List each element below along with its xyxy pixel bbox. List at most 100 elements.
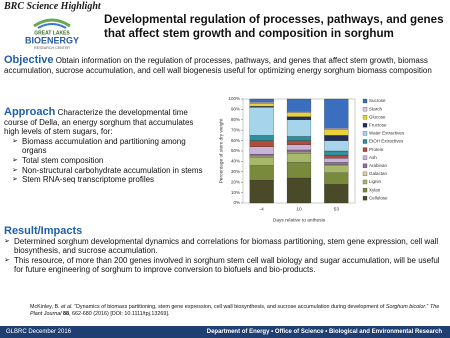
x-tick-label: -4 [260, 206, 265, 212]
bullet: Determined sorghum developmental dynamic… [4, 237, 446, 256]
bar-segment [249, 101, 274, 104]
bar-segment [286, 151, 312, 154]
legend-swatch [362, 187, 368, 193]
y-tick-label: 10% [231, 190, 240, 195]
citation: McKinley, B. et al. “Dynamics of biomass… [30, 304, 446, 317]
bar-segment [249, 107, 274, 136]
objective: Objective Obtain information on the regu… [4, 54, 446, 75]
citation-part: The Plant Journal [30, 304, 440, 317]
legend-label: Starch [369, 106, 383, 111]
bar-segment [249, 140, 274, 147]
legend-label: Sucrose [369, 98, 386, 103]
approach: Approach Characterize the developmental … [4, 106, 204, 185]
citation-part: .” [425, 304, 430, 310]
y-axis-title: Percentage of stem dry weight [218, 118, 224, 183]
x-tick-label: 53 [334, 206, 340, 212]
footer-left: GLBRC December 2016 [6, 329, 72, 335]
legend-swatch [362, 155, 368, 160]
citation-part: 88 [62, 310, 69, 317]
bar-segment [286, 111, 312, 113]
legend-swatch [362, 139, 368, 144]
legend-swatch [362, 131, 368, 136]
bar-segment [324, 184, 349, 204]
footer: GLBRC December 2016 Department of Energy… [0, 326, 450, 338]
bar-segment [324, 158, 349, 163]
bullet: Biomass accumulation and partitioning am… [12, 137, 204, 156]
bar-segment [249, 98, 274, 103]
chart: 0% 10% 20% 30% 40% 50% 60% 70% 80% 90% 100% Percent… [218, 96, 405, 223]
legend-label: Glucose [369, 114, 386, 119]
bar-segment [286, 177, 312, 204]
bar-segment [249, 135, 274, 141]
y-tick-label: 20% [231, 179, 240, 184]
y-tick-label: 60% [231, 138, 240, 143]
logo-arc [37, 23, 67, 29]
bar-segment [324, 140, 349, 152]
bullet: Stem RNA-seq transcriptome profiles [12, 175, 204, 185]
bar-segment [286, 116, 312, 120]
y-tick-label: 70% [231, 127, 240, 132]
legend-swatch [362, 98, 368, 104]
logo-text: GREAT LAKES [34, 30, 70, 36]
bar-segment [324, 162, 349, 165]
bar-segment [286, 119, 312, 137]
legend-label: Lignin [369, 179, 382, 184]
bar-segment [249, 157, 274, 166]
citation-part: Sorghum bicolor [385, 304, 426, 310]
legend-label: Water Extractives [369, 131, 405, 136]
logo-text: BIOENERGY [25, 35, 79, 45]
bar-segment [286, 152, 312, 163]
legend-label: Fructose [369, 122, 387, 127]
legend-swatch [362, 171, 368, 177]
bullet: Non-structural carbohydrate accumulation… [12, 166, 204, 176]
legend-label: Ash [369, 155, 377, 160]
legend-swatch [362, 196, 368, 201]
y-tick-label: 30% [231, 169, 240, 174]
legend-label: Arabinan [369, 163, 388, 168]
bar-segment [286, 162, 312, 179]
approach-list: Biomass accumulation and partitioning am… [12, 137, 204, 185]
citation-part: et al. [61, 304, 73, 310]
bar-segment [286, 98, 312, 112]
objective-text: Obtain information on the regulation of … [4, 56, 432, 75]
bar-segment [324, 155, 349, 159]
bar-segment [324, 165, 349, 173]
legend-label: Protein [369, 147, 384, 152]
bar-segment [286, 144, 312, 151]
bar-segment [324, 98, 349, 129]
citation-part: , 662-680 (2016) [DOI: 10.1111/tpj.13269… [68, 310, 170, 317]
logo-text: RESEARCH CENTER [34, 46, 70, 50]
section-label: Approach [4, 106, 56, 118]
bar-segment [249, 106, 274, 108]
x-axis-title: Days relative to anthesis [273, 217, 326, 223]
bar-segment [324, 127, 349, 130]
kicker: BRC Science Highlight [4, 1, 101, 12]
bar-segment [324, 164, 349, 166]
section-label: Objective [4, 54, 54, 66]
results: Result/Impacts Determined sorghum develo… [4, 226, 446, 275]
legend-swatch [362, 123, 368, 128]
x-tick-label: 10 [296, 206, 302, 212]
legend-label: Cellulose [369, 195, 388, 200]
citation-part: “Dynamics of biomass partitioning, stem … [72, 304, 386, 310]
legend-swatch [362, 106, 368, 112]
bar-segment [324, 135, 349, 141]
y-tick-label: 80% [231, 117, 240, 122]
results-list: Determined sorghum developmental dynamic… [4, 237, 446, 275]
bar-segment [249, 153, 274, 157]
bar-segment [249, 165, 274, 181]
logo: GREAT LAKES BIOENERGY RESEARCH CENTER [25, 18, 79, 50]
legend-label: Galactan [369, 171, 388, 176]
citation-part: McKinley, B. [30, 304, 62, 310]
approach-text: Characterize the developmental time cour… [4, 108, 194, 137]
bar-segment [286, 140, 312, 145]
legend-label: EtOH Extractives [369, 139, 404, 144]
bar-segment [249, 103, 274, 107]
bar-segment [324, 129, 349, 136]
y-tick-label: 90% [231, 107, 240, 112]
bar-segment [286, 136, 312, 141]
bar-segment [249, 156, 274, 158]
bullet: This resource, of more than 200 genes in… [4, 256, 446, 275]
footer-right: Department of Energy • Office of Science… [206, 329, 442, 335]
